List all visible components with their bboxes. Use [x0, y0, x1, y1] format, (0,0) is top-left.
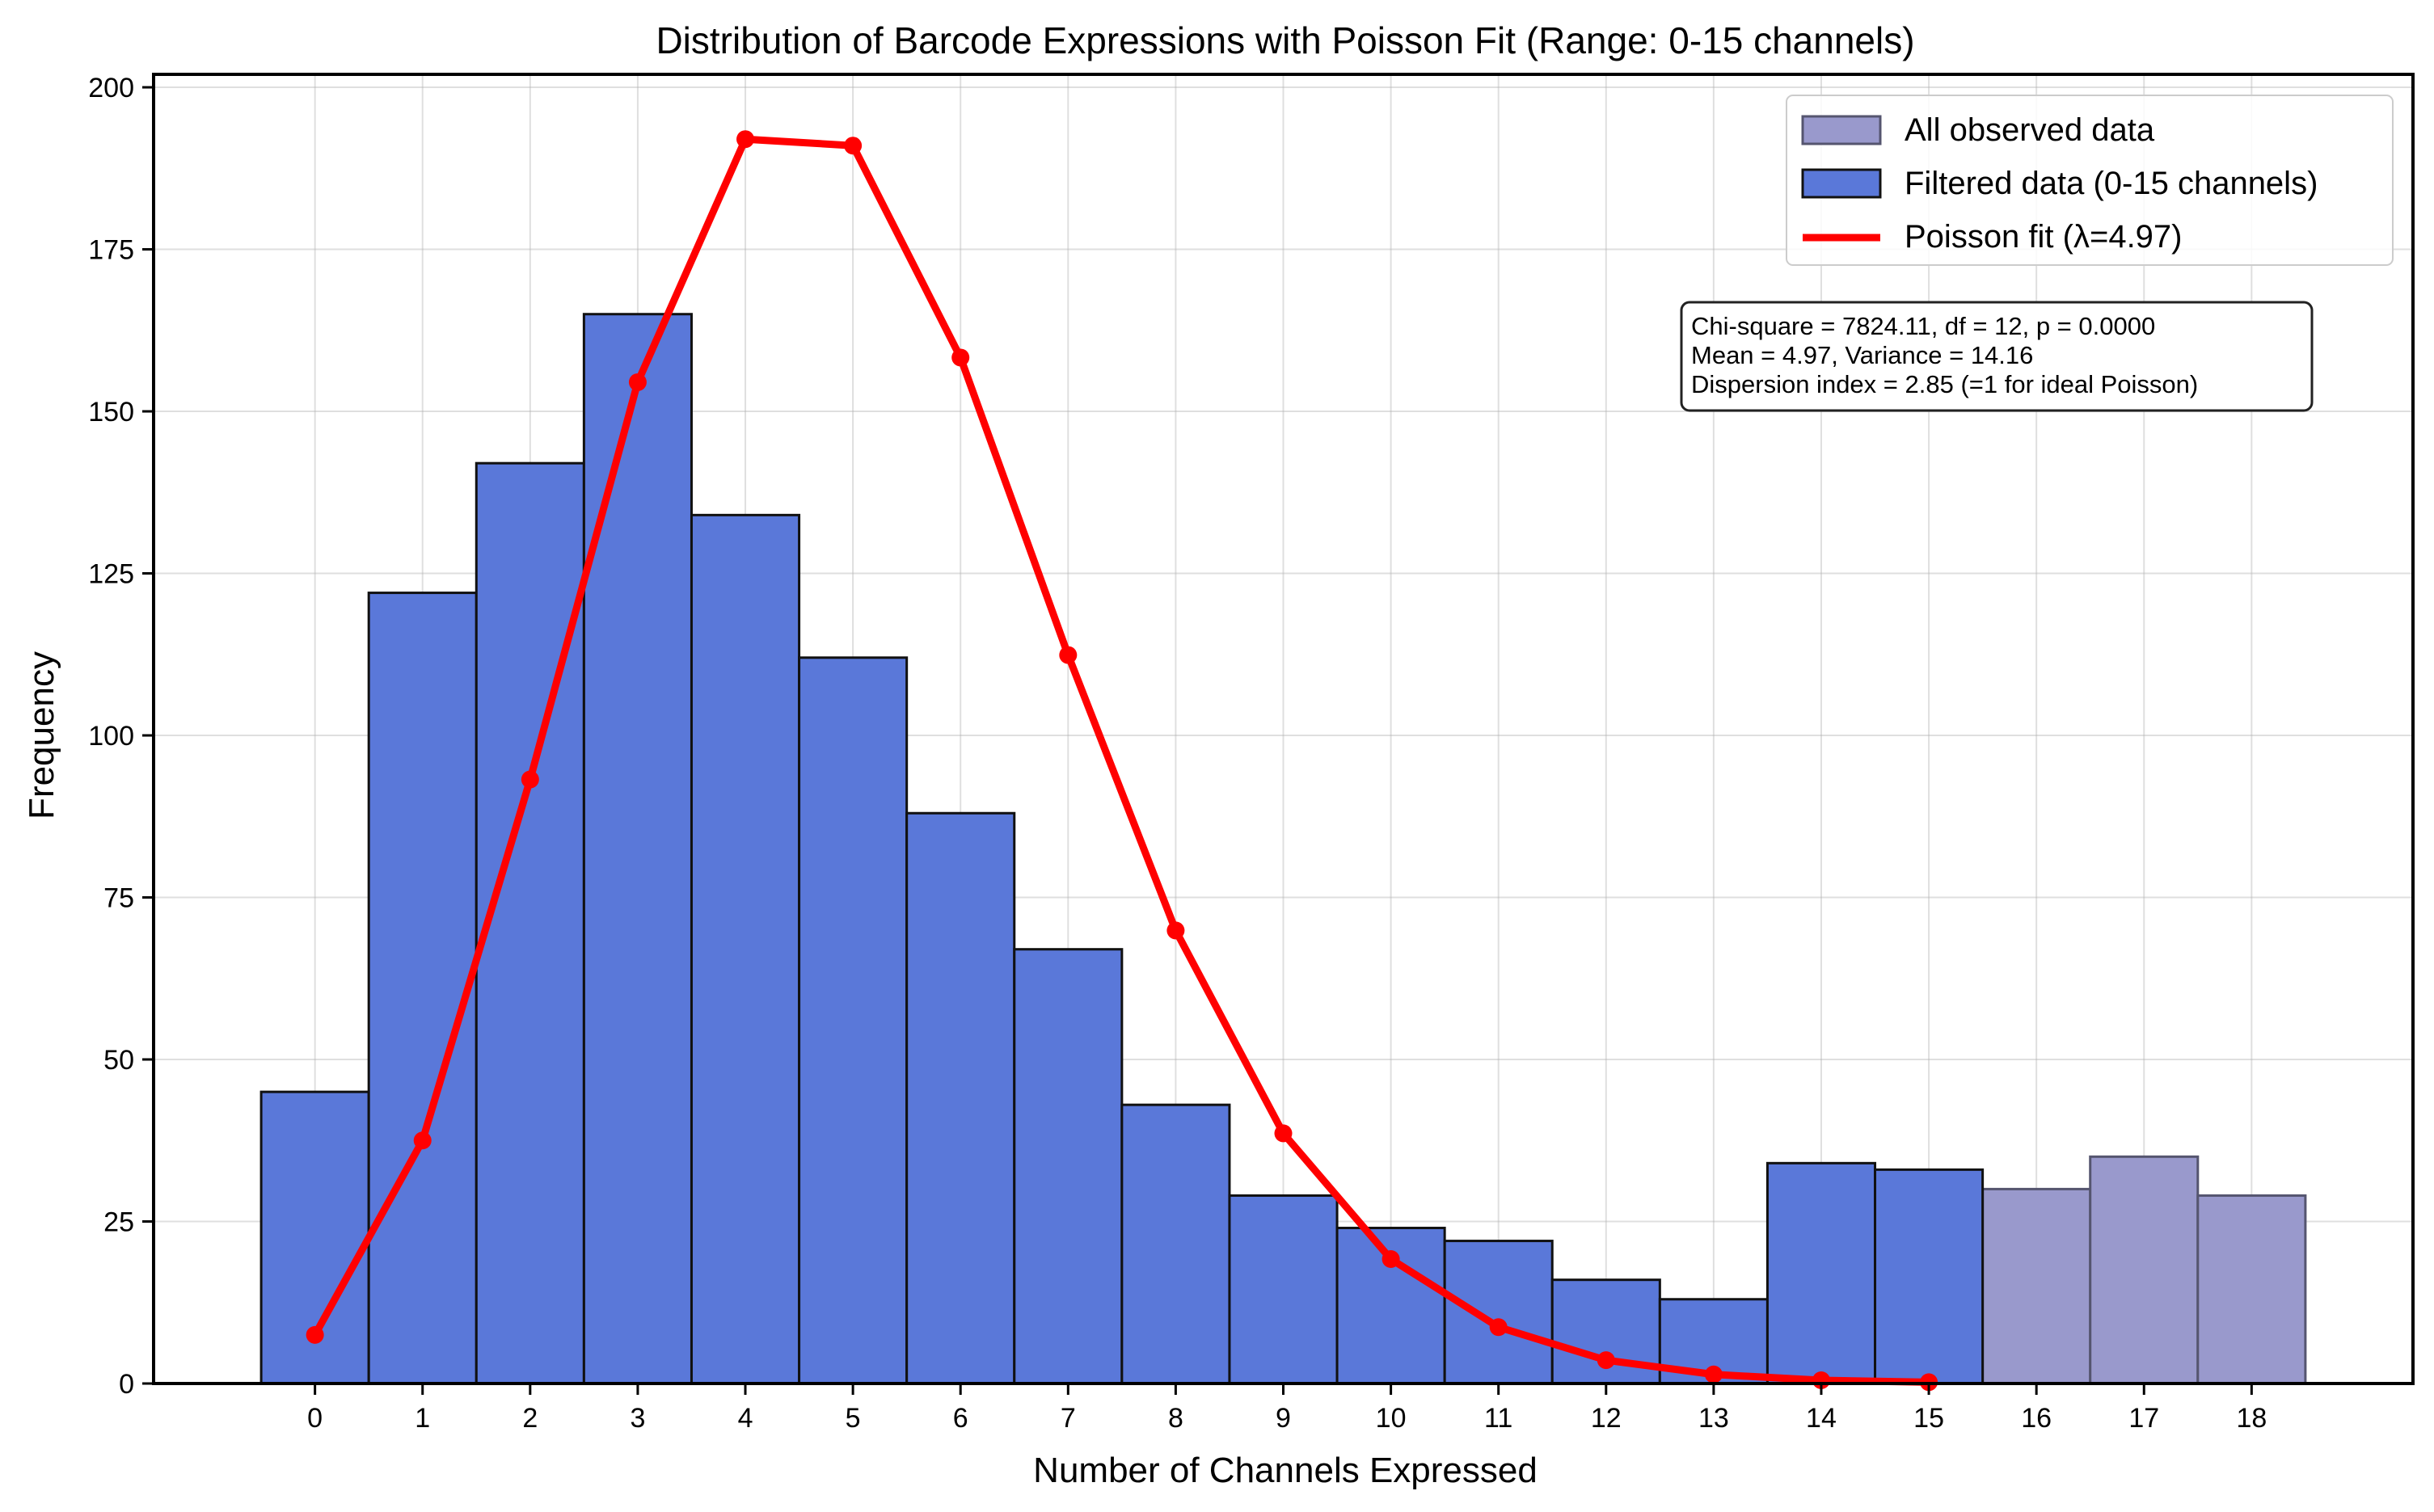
grid-layer — [154, 74, 2413, 1384]
bar-filtered — [1120, 1103, 1231, 1385]
bar-filtered — [798, 656, 909, 1385]
legend: All observed data Filtered data (0-15 cha… — [1786, 95, 2394, 266]
ticks-layer: 0 1 2 3 4 5 6 7 8 9 10 11 12 13 14 15 16 17 18025507510012… — [88, 73, 2267, 1434]
x-tick-label: 15 — [1913, 1403, 1944, 1434]
poisson-point — [1597, 1351, 1615, 1370]
bar-filtered — [1228, 1194, 1339, 1385]
poisson-point — [1704, 1365, 1723, 1384]
x-axis-label: Number of Channels Expressed — [1033, 1451, 1538, 1490]
y-tick-label: 100 — [88, 721, 134, 752]
legend-label: Poisson fit (λ=4.97) — [1905, 219, 2183, 255]
x-tick-label: 8 — [1168, 1403, 1183, 1434]
x-tick-label: 14 — [1806, 1403, 1837, 1434]
x-tick-label: 12 — [1591, 1403, 1622, 1434]
poisson-point — [1382, 1250, 1400, 1269]
bar-filtered — [582, 313, 693, 1385]
bar-filtered — [1765, 1161, 1877, 1385]
poisson-point — [306, 1325, 324, 1344]
x-tick-label: 5 — [846, 1403, 861, 1434]
stats-line: Chi-square = 7824.11, df = 12, p = 0.000… — [1691, 312, 2155, 340]
poisson-point — [1059, 646, 1078, 664]
y-tick-label: 50 — [103, 1045, 134, 1076]
poisson-line-layer — [306, 130, 1938, 1392]
y-axis-label: Frequency — [22, 651, 61, 819]
poisson-point — [844, 137, 863, 155]
x-tick-label: 6 — [953, 1403, 968, 1434]
y-tick-label: 150 — [88, 397, 134, 427]
x-tick-label: 4 — [738, 1403, 753, 1434]
poisson-fit-line — [311, 135, 1930, 1386]
x-tick-label: 0 — [307, 1403, 323, 1434]
bar-observed — [2089, 1155, 2200, 1385]
bar-filtered — [905, 811, 1016, 1385]
x-tick-label: 2 — [522, 1403, 538, 1434]
chart-title: Distribution of Barcode Expressions with… — [656, 19, 1914, 61]
bar-filtered — [1874, 1168, 1985, 1385]
x-tick-label: 13 — [1698, 1403, 1729, 1434]
bar-filtered — [1443, 1240, 1554, 1385]
poisson-point — [1166, 921, 1185, 940]
y-tick-label: 0 — [119, 1369, 134, 1400]
y-tick-label: 75 — [103, 883, 134, 914]
x-tick-label: 16 — [2021, 1403, 2052, 1434]
poisson-point — [951, 348, 970, 367]
x-tick-label: 3 — [630, 1403, 645, 1434]
bar-filtered — [475, 461, 585, 1385]
stats-line: Dispersion index = 2.85 (=1 for ideal Po… — [1691, 370, 2198, 398]
poisson-point — [413, 1131, 432, 1150]
y-tick-label: 125 — [88, 559, 134, 590]
bar-filtered — [1335, 1227, 1446, 1385]
x-tick-label: 18 — [2236, 1403, 2267, 1434]
poisson-point — [628, 373, 647, 391]
stats-annotation: Chi-square = 7824.11, df = 12, p = 0.000… — [1680, 301, 2314, 412]
bar-filtered — [1013, 948, 1124, 1385]
bar-observed — [2196, 1194, 2307, 1385]
bars-layer — [259, 313, 2307, 1385]
poisson-point — [736, 130, 755, 149]
bar-observed — [1981, 1187, 2092, 1385]
x-tick-label: 11 — [1484, 1403, 1512, 1434]
stats-box-frame — [1680, 301, 2314, 412]
legend-label: Filtered data (0-15 channels) — [1905, 166, 2318, 201]
x-tick-label: 9 — [1276, 1403, 1291, 1434]
y-tick-label: 200 — [88, 73, 134, 103]
poisson-point — [1489, 1318, 1508, 1337]
poisson-point — [521, 770, 539, 789]
legend-frame — [1786, 95, 2394, 266]
x-tick-label: 17 — [2128, 1403, 2159, 1434]
bar-filtered — [690, 513, 801, 1385]
legend-swatch — [1801, 168, 1882, 199]
stats-line: Mean = 4.97, Variance = 14.16 — [1691, 341, 2033, 369]
y-tick-label: 25 — [103, 1207, 134, 1238]
y-tick-label: 175 — [88, 235, 134, 266]
x-tick-label: 1 — [415, 1403, 430, 1434]
poisson-point — [1274, 1124, 1293, 1143]
bar-filtered — [367, 592, 478, 1385]
x-tick-label: 7 — [1061, 1403, 1076, 1434]
legend-swatch — [1801, 115, 1882, 145]
legend-label: All observed data — [1905, 112, 2155, 148]
x-tick-label: 10 — [1376, 1403, 1407, 1434]
